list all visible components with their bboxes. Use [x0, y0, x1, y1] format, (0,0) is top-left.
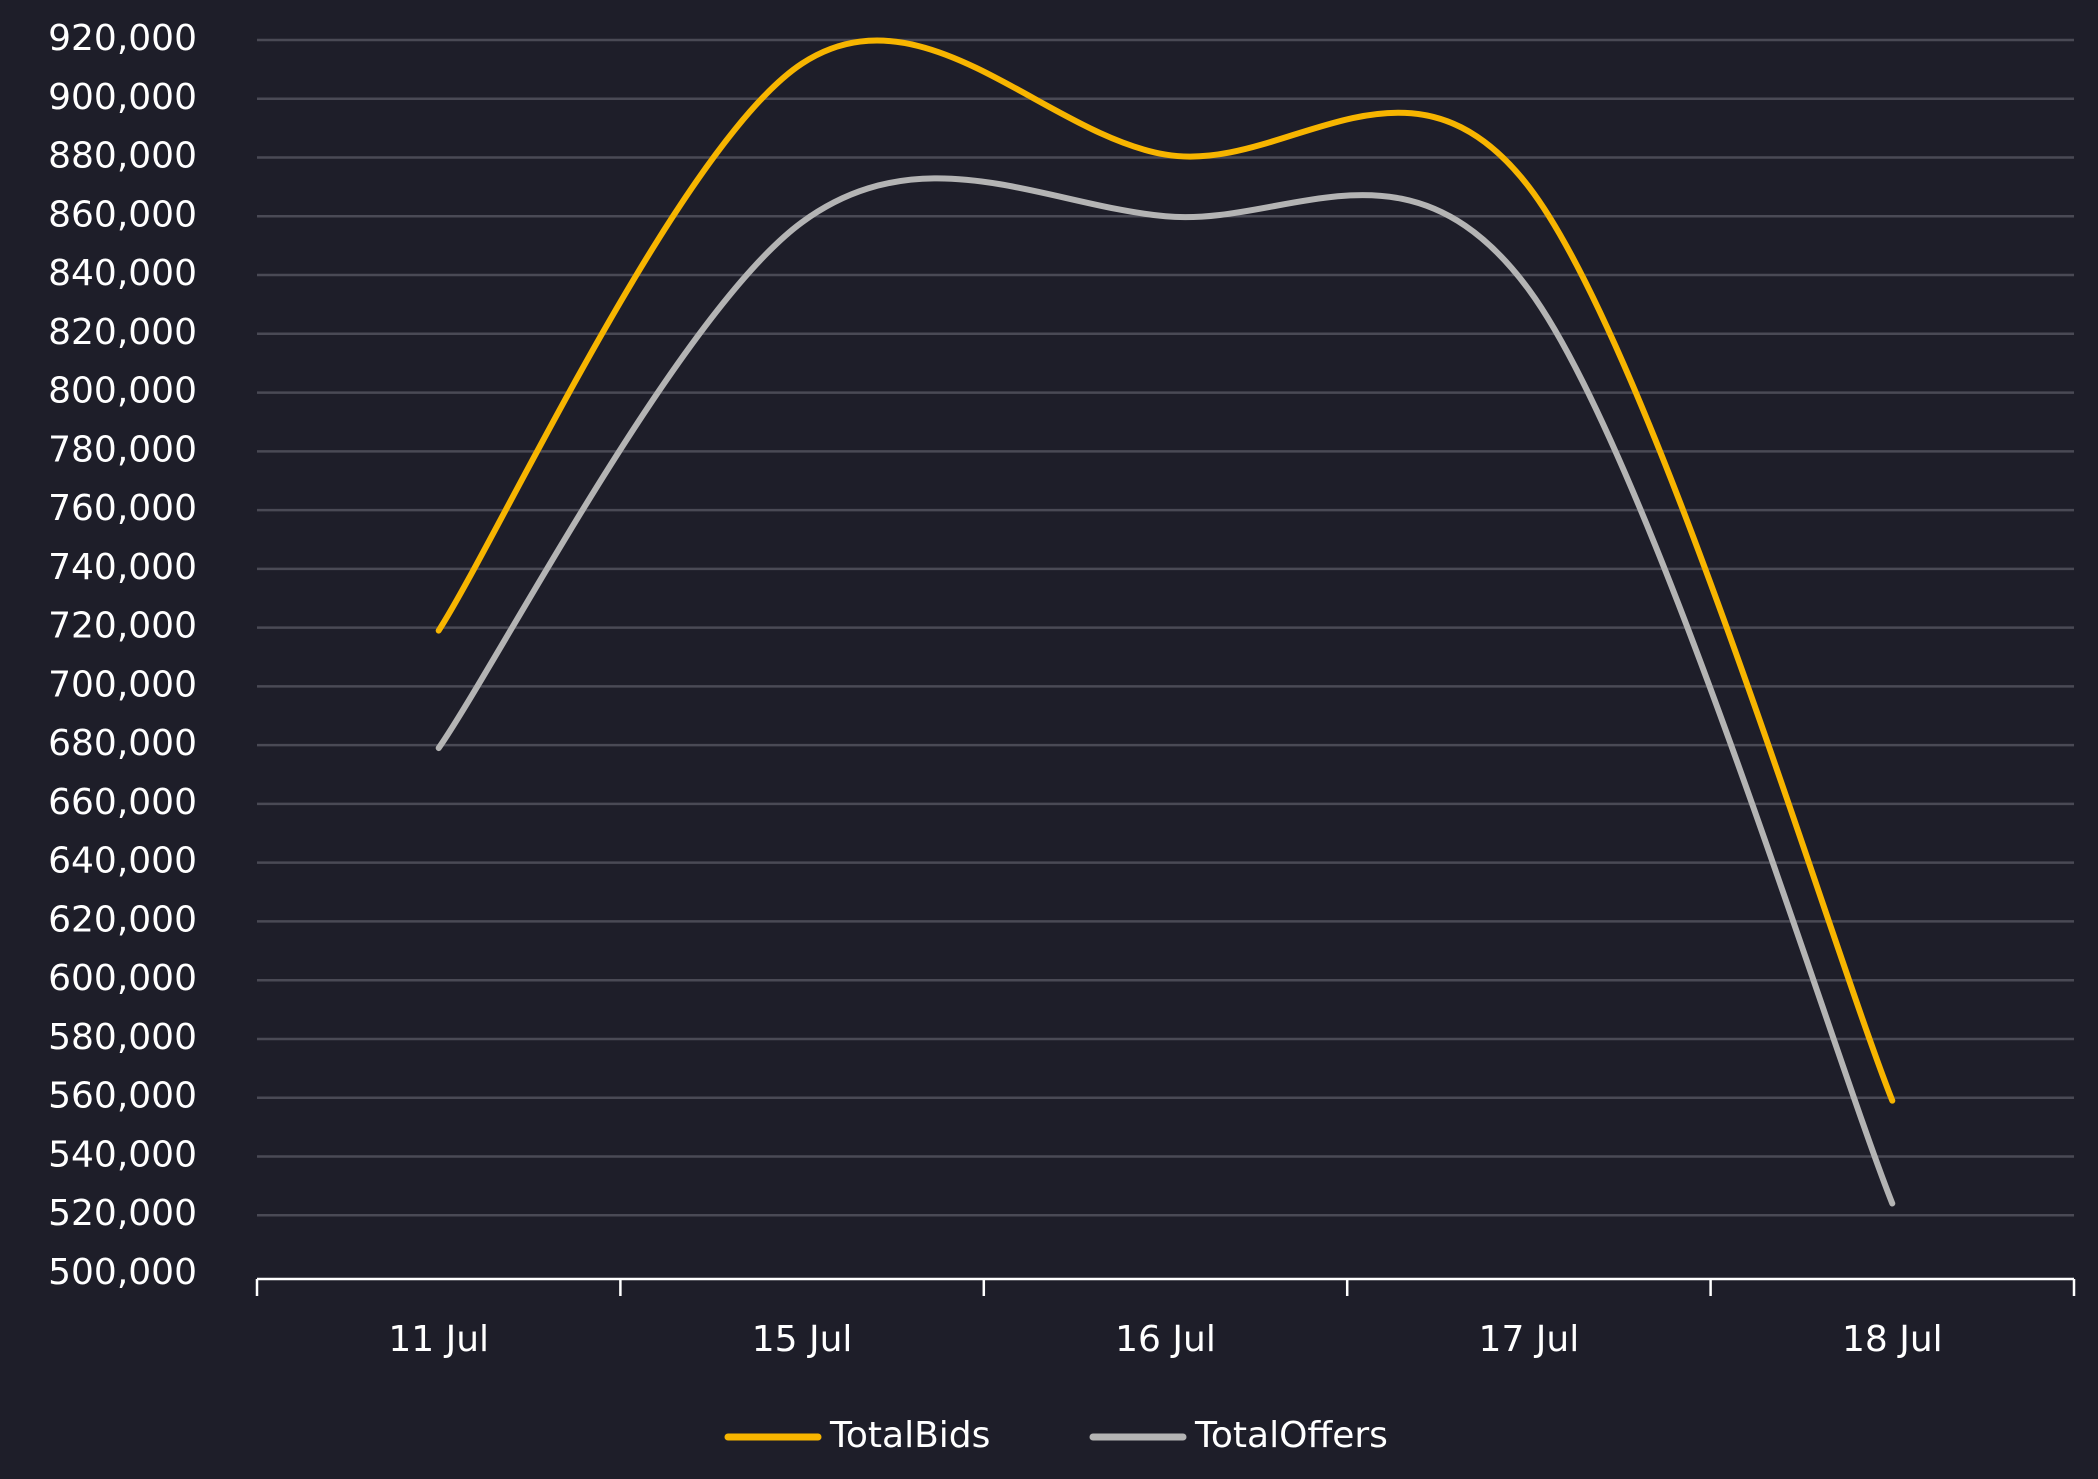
y-tick-label: 800,000 — [48, 371, 197, 412]
y-tick-label: 720,000 — [48, 606, 197, 647]
series-line — [435, 175, 1896, 1207]
y-tick-label: 880,000 — [48, 136, 197, 177]
series-line — [435, 37, 1896, 1104]
y-tick-label: 520,000 — [48, 1193, 197, 1234]
y-tick-label: 500,000 — [48, 1252, 197, 1293]
y-tick-label: 860,000 — [48, 194, 197, 235]
x-tick-label: 16 Jul — [1115, 1319, 1216, 1360]
y-tick-label: 540,000 — [48, 1134, 197, 1175]
legend-label: TotalOffers — [1194, 1415, 1388, 1456]
y-tick-label: 760,000 — [48, 488, 197, 529]
x-tick-label: 15 Jul — [752, 1319, 853, 1360]
x-tick-label: 18 Jul — [1842, 1319, 1943, 1360]
y-tick-label: 820,000 — [48, 312, 197, 353]
y-tick-label: 780,000 — [48, 429, 197, 470]
x-tick-label: 11 Jul — [388, 1319, 489, 1360]
y-tick-label: 740,000 — [48, 547, 197, 588]
y-tick-label: 700,000 — [48, 664, 197, 705]
y-tick-label: 640,000 — [48, 841, 197, 882]
x-tick-label: 17 Jul — [1479, 1319, 1580, 1360]
y-tick-label: 580,000 — [48, 1017, 197, 1058]
y-tick-label: 600,000 — [48, 958, 197, 999]
legend-label: TotalBids — [829, 1415, 990, 1456]
y-tick-label: 680,000 — [48, 723, 197, 764]
y-tick-label: 920,000 — [48, 18, 197, 59]
y-tick-label: 560,000 — [48, 1076, 197, 1117]
y-tick-label: 660,000 — [48, 782, 197, 823]
y-tick-label: 900,000 — [48, 77, 197, 118]
y-tick-label: 620,000 — [48, 899, 197, 940]
y-tick-label: 840,000 — [48, 253, 197, 294]
